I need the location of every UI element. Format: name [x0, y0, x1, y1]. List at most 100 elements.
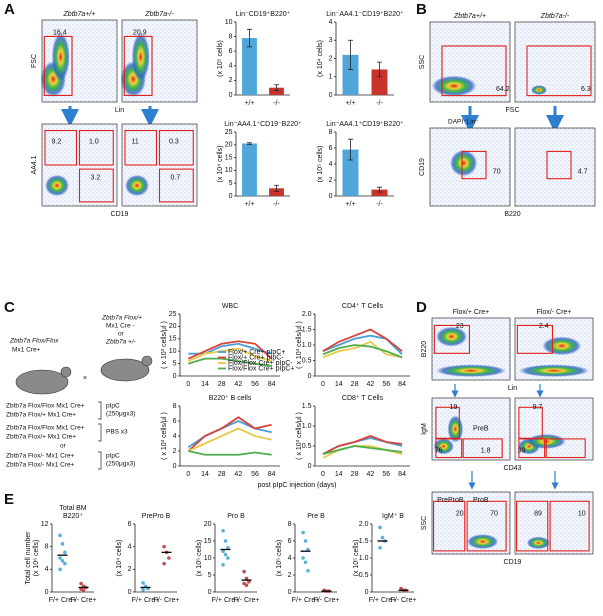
- plot-frame: [41, 19, 118, 103]
- x-tick-label: 84: [268, 381, 276, 388]
- axis-label: Lin: [508, 385, 517, 392]
- x-tick-label: 28: [351, 471, 359, 478]
- dot: [223, 552, 228, 557]
- chart-title: Lin⁻AA4.1⁻CD19⁺B220⁺: [326, 11, 404, 18]
- dot: [380, 535, 385, 540]
- gate: [516, 324, 553, 354]
- x-tick-label: 42: [367, 471, 375, 478]
- gate-note: DAPI⁻Lin⁻: [448, 119, 479, 126]
- gate-label: 70: [493, 168, 501, 175]
- gate: [158, 168, 194, 203]
- bar: [342, 149, 359, 196]
- y-tick-label: 8: [173, 403, 177, 410]
- offspring-genotype: Zbtb7a Flox/Flox Mx1 Cre+: [6, 403, 85, 410]
- error-bar: [247, 28, 252, 48]
- y-tick-label: 4: [128, 544, 132, 551]
- dot: [58, 533, 62, 538]
- x-tick-label: 42: [234, 471, 242, 478]
- y-tick-label: 0: [308, 373, 312, 380]
- y-tick-label: 0: [308, 463, 312, 470]
- dot: [242, 569, 246, 574]
- plot-frame: [514, 397, 594, 461]
- density-cloud: [435, 364, 507, 377]
- axis-label: CD19: [419, 158, 426, 176]
- dot: [141, 581, 145, 585]
- plot-frame: [431, 397, 511, 461]
- treatment: or: [60, 443, 67, 450]
- gate: [124, 130, 158, 166]
- x-tick-label: F/- Cre+: [391, 597, 417, 604]
- y-tick-label: 4: [288, 555, 292, 562]
- chart-title: IgM⁺ B: [382, 513, 404, 520]
- y-axis-label: (x 10⁵ cells): [317, 146, 324, 183]
- density-cloud: [518, 364, 590, 377]
- dot: [79, 581, 83, 586]
- y-tick-label: 1: [329, 74, 333, 81]
- y-tick-label: 4: [173, 433, 177, 440]
- dot: [63, 561, 67, 566]
- y-tick-label: 6: [329, 145, 333, 152]
- panel-label: E: [4, 491, 14, 508]
- chart-title: PrePro B: [142, 513, 171, 520]
- gate-label: 16.4: [53, 30, 67, 37]
- y-tick-label: 6: [128, 521, 132, 528]
- series-line: [187, 340, 273, 360]
- gate: [516, 500, 549, 552]
- gate-label: 89: [534, 510, 542, 517]
- y-tick-label: 2: [229, 77, 233, 84]
- y-tick-label: 0.5: [359, 572, 369, 579]
- y-tick-label: 8: [329, 129, 333, 136]
- y-axis-label: ( x 10³ cells/μl ): [161, 321, 168, 369]
- y-tick-label: 2: [329, 55, 333, 62]
- gate: [44, 130, 78, 166]
- bar: [342, 54, 359, 95]
- error-bar: [274, 84, 279, 92]
- x-tick-label: 84: [268, 471, 276, 478]
- plot-frame: [514, 21, 596, 103]
- x-tick-label: 56: [251, 381, 259, 388]
- gate-label: 6.3: [581, 86, 591, 93]
- y-tick-label: 10: [225, 167, 233, 174]
- dot: [378, 525, 382, 530]
- parent-genotype: Zbtb7a Flox/+: [101, 315, 142, 322]
- plot-title: Flox/+ Cre+: [453, 309, 490, 316]
- y-tick-label: 1.5: [302, 326, 312, 333]
- x-tick-label: 14: [335, 381, 343, 388]
- gate-label: 1.8: [481, 447, 491, 454]
- gate: [433, 324, 470, 354]
- x-tick-label: -/-: [273, 201, 280, 208]
- error-bar: [348, 39, 353, 70]
- y-tick-label: 10: [204, 555, 212, 562]
- x-tick-label: F/+ Cre+: [369, 597, 397, 604]
- treatment: (250μgx3): [106, 411, 135, 418]
- dot: [162, 544, 166, 549]
- x-tick-label: 28: [351, 381, 359, 388]
- y-axis-label: (x 10⁶ cells): [33, 540, 40, 577]
- y-tick-label: 25: [225, 129, 233, 136]
- series-line: [322, 344, 403, 359]
- series-line: [187, 427, 272, 452]
- y-tick-label: 0: [288, 589, 292, 596]
- series-line: [322, 445, 403, 455]
- treatment: PBS x3: [106, 429, 128, 436]
- dot: [226, 556, 230, 560]
- y-tick-label: 8: [45, 544, 49, 551]
- gate: [549, 500, 590, 552]
- plot-frame: [121, 19, 198, 103]
- axis-label: FSC: [31, 54, 38, 68]
- gate-label: 11: [132, 139, 139, 146]
- x-tick-label: 84: [398, 471, 406, 478]
- breeding-schematic: Zbtb7a Flox/Flox Mx1 Cre+ × Zbtb7a Flox/…: [6, 315, 153, 470]
- plot-title: Flox/- Cre+: [537, 309, 572, 316]
- y-tick-label: 1.5: [302, 403, 312, 410]
- x-tick-label: +/+: [345, 100, 355, 107]
- axis-label: IgM: [421, 423, 428, 435]
- y-tick-label: 0: [229, 193, 233, 200]
- y-axis-label: ( x 10³ cells/μl ): [296, 412, 303, 460]
- gate-label: 39: [518, 447, 526, 454]
- gate: [518, 406, 543, 439]
- arrows: [451, 384, 559, 490]
- event-scatter: [515, 22, 595, 102]
- density-cloud: [542, 336, 582, 356]
